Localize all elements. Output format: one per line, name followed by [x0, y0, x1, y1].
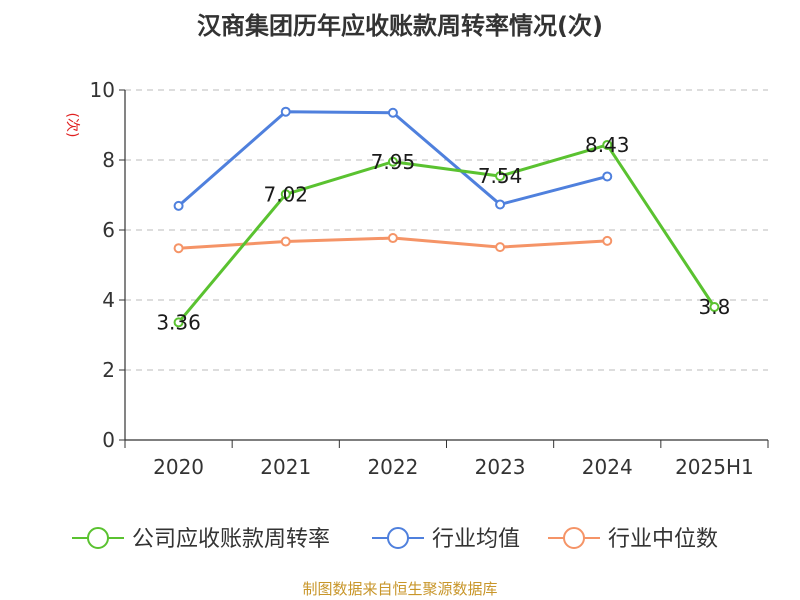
data-point [280, 236, 291, 247]
data-label: 7.54 [478, 164, 523, 188]
data-point [602, 235, 613, 246]
data-point [387, 233, 398, 244]
x-tick-label: 2022 [367, 455, 418, 479]
data-point [173, 243, 184, 254]
legend: 公司应收账款周转率 行业均值 行业中位数 [72, 527, 718, 552]
y-tick-label: 0 [102, 428, 115, 452]
legend-marker [87, 527, 109, 549]
y-axis-label: (次) [64, 113, 80, 138]
x-tick-label: 2024 [582, 455, 633, 479]
legend-label: 公司应收账款周转率 [132, 527, 330, 552]
series-1 [173, 106, 613, 211]
data-point [495, 199, 506, 210]
data-point [709, 302, 720, 312]
x-tick-label: 2021 [260, 455, 311, 479]
x-tick-label: 2025H1 [675, 455, 754, 479]
data-label: 8.43 [585, 133, 630, 157]
grid-group: 0 2 4 6 8 10 [90, 78, 768, 452]
y-tick-label: 8 [102, 148, 115, 172]
x-tick-label: 2023 [475, 455, 526, 479]
legend-marker [563, 527, 585, 549]
x-tick-label: 2020 [153, 455, 204, 479]
series-0 [173, 139, 720, 328]
data-label: 3.36 [156, 310, 201, 334]
legend-label: 行业中位数 [608, 527, 718, 552]
legend-marker [387, 527, 409, 549]
chart-title: 汉商集团历年应收账款周转率情况(次) [197, 12, 603, 40]
data-point [173, 317, 184, 328]
y-tick-label: 4 [102, 288, 115, 312]
source-note: 制图数据来自恒生聚源数据库 [302, 580, 497, 598]
data-point [387, 107, 398, 118]
y-tick-label: 6 [102, 218, 115, 242]
data-point [173, 200, 184, 211]
data-label: 7.02 [263, 182, 308, 206]
data-point [387, 156, 398, 167]
data-label: 7.95 [371, 150, 416, 174]
data-point [495, 171, 506, 182]
data-point [280, 106, 291, 117]
y-tick-label: 10 [90, 78, 115, 102]
legend-label: 行业均值 [432, 527, 520, 552]
data-labels: 3.36 7.02 7.95 7.54 8.43 3.8 [156, 133, 730, 334]
data-point [602, 139, 613, 150]
data-point [602, 171, 613, 182]
series-2 [173, 233, 613, 254]
data-point [280, 189, 291, 200]
data-point [495, 242, 506, 253]
y-tick-label: 2 [102, 358, 115, 382]
data-label: 3.8 [699, 295, 731, 319]
series-line [177, 143, 716, 324]
